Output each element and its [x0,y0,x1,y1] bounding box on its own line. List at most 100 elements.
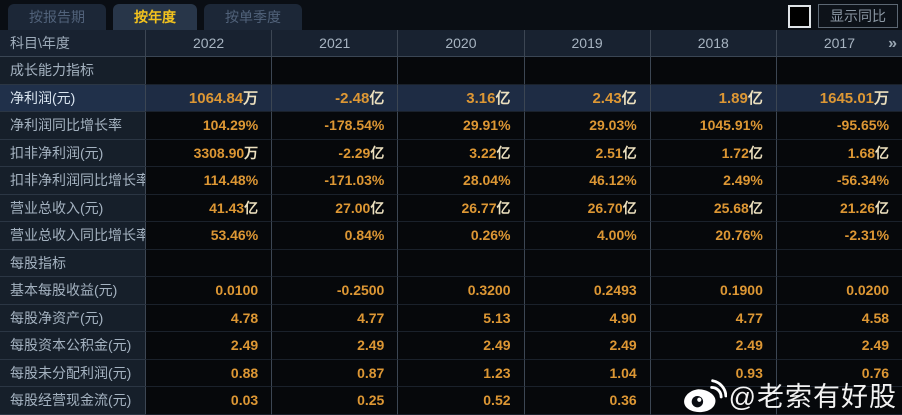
cell-value: 2.49 [775,332,902,360]
cell-value: 26.77亿 [397,194,524,222]
cell-value [271,57,398,85]
cell-value: 4.77 [649,304,776,332]
tab-annual[interactable]: 按年度 [113,4,197,30]
cell-value: 4.00% [523,222,650,250]
table-row[interactable]: 每股净资产(元) 4.78 4.77 5.13 4.90 4.77 4.58 [0,304,902,332]
cell-value: 53.46% [145,222,272,250]
cell-value: 4.58 [775,304,902,332]
cell-value: -0.2500 [271,277,398,305]
row-label: 每股经营现金流(元) [0,387,145,415]
cell-value: 0.2493 [523,277,650,305]
cell-value: 0.0200 [775,277,902,305]
cell-value: 0.1900 [649,277,776,305]
cell-value [397,249,524,277]
cell-value: 114.48% [145,167,272,195]
cell-value: 29.03% [523,112,650,140]
row-label: 每股指标 [0,249,145,277]
cell-value [649,387,776,415]
table-row[interactable]: 营业总收入同比增长率 53.46% 0.84% 0.26% 4.00% 20.76% -2.… [0,222,902,250]
table-row[interactable]: 净利润同比增长率 104.29% -178.54% 29.91% 29.03% 1045.… [0,112,902,140]
cell-value [775,57,902,85]
cell-value: 29.91% [397,112,524,140]
cell-value: 2.51亿 [523,139,650,167]
cell-value [649,249,776,277]
cell-value: 46.12% [523,167,650,195]
table-row[interactable]: 成长能力指标 [0,57,902,85]
row-label: 每股未分配利润(元) [0,359,145,387]
row-label: 净利润(元) [0,84,145,112]
show-yoy-label[interactable]: 显示同比 [818,4,898,28]
row-label: 每股净资产(元) [0,304,145,332]
cell-value: 25.68亿 [649,194,776,222]
cell-value [523,249,650,277]
cell-value: 27.00亿 [271,194,398,222]
year-header-2021: 2021 [271,30,398,57]
row-label: 营业总收入(元) [0,194,145,222]
year-header-2022: 2022 [145,30,272,57]
cell-value: 4.78 [145,304,272,332]
cell-value: 1064.84万 [145,84,272,112]
cell-value: -2.31% [775,222,902,250]
table-row[interactable]: 净利润(元) 1064.84万 -2.48亿 3.16亿 2.43亿 1.89亿 1645.… [0,84,902,112]
table-row[interactable]: 每股指标 [0,249,902,277]
financial-table: 科目\年度 2022 2021 2020 2019 2018 2017 » 成长… [0,30,902,415]
cell-value: 0.84% [271,222,398,250]
cell-value [649,57,776,85]
cell-value: 1.72亿 [649,139,776,167]
cell-value [271,249,398,277]
cell-value: 0.76 [775,359,902,387]
row-label: 每股资本公积金(元) [0,332,145,360]
cell-value: 3308.90万 [145,139,272,167]
row-label: 成长能力指标 [0,57,145,85]
cell-value: -171.03% [271,167,398,195]
cell-value: 41.43亿 [145,194,272,222]
row-label: 基本每股收益(元) [0,277,145,305]
cell-value: 0.0100 [145,277,272,305]
cell-value: 0.88 [145,359,272,387]
cell-value: 0.03 [145,387,272,415]
cell-value: 0.3200 [397,277,524,305]
cell-value: 28.04% [397,167,524,195]
table-row[interactable]: 营业总收入(元) 41.43亿 27.00亿 26.77亿 26.70亿 25.68亿 21… [0,194,902,222]
cell-value: 2.49 [523,332,650,360]
cell-value: -2.48亿 [271,84,398,112]
cell-value: 3.22亿 [397,139,524,167]
cell-value: 0.93 [649,359,776,387]
cell-value: 2.49% [649,167,776,195]
cell-value: 1.68亿 [775,139,902,167]
show-yoy-checkbox[interactable] [788,4,811,28]
year-header-2019: 2019 [523,30,650,57]
cell-value: -178.54% [271,112,398,140]
cell-value: 1645.01万 [775,84,902,112]
cell-value: -95.65% [775,112,902,140]
tab-single-quarter[interactable]: 按单季度 [204,4,302,30]
table-header-row: 科目\年度 2022 2021 2020 2019 2018 2017 » [0,30,902,57]
cell-value: 104.29% [145,112,272,140]
cell-value: 0.36 [523,387,650,415]
cell-value: 2.43亿 [523,84,650,112]
tab-report-period[interactable]: 按报告期 [8,4,106,30]
cell-value: 20.76% [649,222,776,250]
table-row[interactable]: 每股资本公积金(元) 2.49 2.49 2.49 2.49 2.49 2.49 [0,332,902,360]
table-row[interactable]: 每股未分配利润(元) 0.88 0.87 1.23 1.04 0.93 0.76 [0,359,902,387]
period-tabbar: 按报告期 按年度 按单季度 显示同比 [0,0,902,30]
cell-value: 1.23 [397,359,524,387]
cell-value [523,57,650,85]
cell-value: 4.77 [271,304,398,332]
cell-value: 1045.91% [649,112,776,140]
cell-value: 3.16亿 [397,84,524,112]
table-body: 成长能力指标 净利润(元) 1064.84万 -2.48亿 3.16亿 2.43亿 1.89… [0,57,902,415]
table-row[interactable]: 基本每股收益(元) 0.0100 -0.2500 0.3200 0.2493 0.1900… [0,277,902,305]
year-header-2018: 2018 [649,30,776,57]
year-header-2017-label: 2017 [823,35,856,51]
corner-header: 科目\年度 [0,30,145,57]
cell-value [775,249,902,277]
cell-value [145,249,272,277]
more-years-chevron-icon[interactable]: » [888,35,897,52]
table-row[interactable]: 扣非净利润(元) 3308.90万 -2.29亿 3.22亿 2.51亿 1.72亿 1.6… [0,139,902,167]
cell-value: 2.49 [271,332,398,360]
table-row[interactable]: 每股经营现金流(元) 0.03 0.25 0.52 0.36 [0,387,902,415]
table-row[interactable]: 扣非净利润同比增长率 114.48% -171.03% 28.04% 46.12% 2.4… [0,167,902,195]
year-header-2020: 2020 [397,30,524,57]
cell-value: 5.13 [397,304,524,332]
